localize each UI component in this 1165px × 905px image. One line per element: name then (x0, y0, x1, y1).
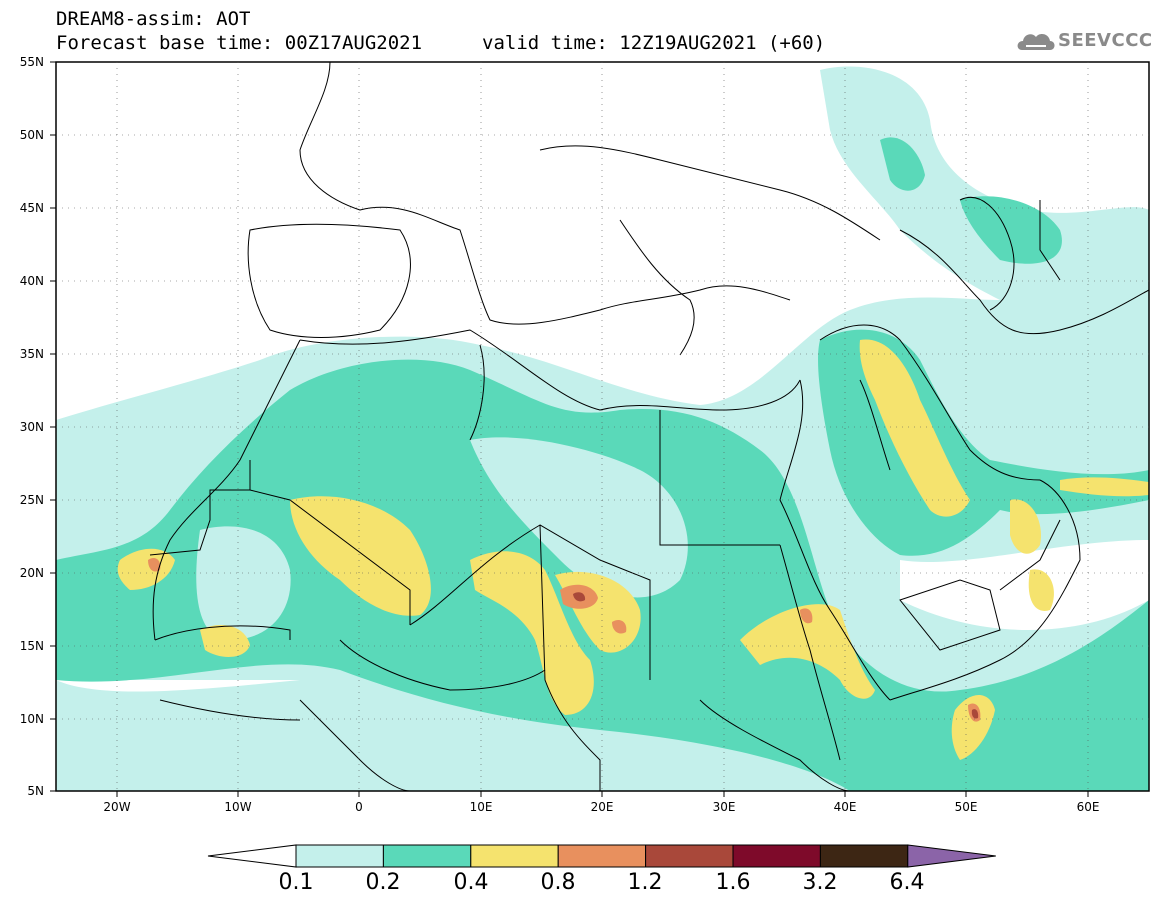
lat-label-5n: 5N (27, 784, 44, 798)
aot-contours (56, 66, 1149, 791)
seevccc-logo: SEEVCCC (1058, 30, 1153, 51)
colorbar-label: 0.2 (365, 870, 401, 895)
coastlines (149, 62, 1149, 791)
lat-label-20n: 20N (19, 566, 44, 580)
lon-label-10e: 10E (469, 800, 493, 814)
colorbar-segment (470, 844, 559, 868)
colorbar-segment (295, 844, 384, 868)
lat-label-15n: 15N (19, 639, 44, 653)
lat-label-30n: 30N (19, 420, 44, 434)
lat-label-35n: 35N (19, 347, 44, 361)
colorbar-label: 0.1 (278, 870, 314, 895)
forecast-base-time: Forecast base time: 00Z17AUG2021 (56, 32, 423, 54)
lat-label-25n: 25N (19, 493, 44, 507)
lon-label-20e: 20E (590, 800, 614, 814)
colorbar-label: 6.4 (889, 870, 925, 895)
lon-label-40e: 40E (833, 800, 857, 814)
lat-label-55n: 55N (19, 55, 44, 69)
lat-label-10n: 10N (19, 712, 44, 726)
lon-label-0: 0 (355, 800, 363, 814)
colorbar-segment (732, 844, 821, 868)
lon-label-20w: 20W (103, 800, 131, 814)
lat-label-45n: 45N (19, 201, 44, 215)
lon-label-30e: 30E (712, 800, 736, 814)
colorbar-extend-high (907, 844, 996, 868)
colorbar-label: 3.2 (802, 870, 838, 895)
lon-label-50e: 50E (954, 800, 978, 814)
colorbar-extend-low (207, 844, 297, 868)
lat-label-50n: 50N (19, 128, 44, 142)
cloud-icon (1017, 33, 1055, 50)
colorbar-segment (645, 844, 734, 868)
graticule (56, 62, 1149, 791)
lat-label-40n: 40N (19, 274, 44, 288)
colorbar-segment (557, 844, 647, 868)
colorbar (207, 844, 996, 868)
colorbar-segment (819, 844, 909, 868)
colorbar-label: 0.4 (453, 870, 489, 895)
colorbar-label: 1.6 (715, 870, 751, 895)
axis-ticks (50, 61, 1089, 797)
map-title: DREAM8-assim: AOT (56, 8, 251, 30)
colorbar-segment (382, 844, 472, 868)
lon-label-10w: 10W (224, 800, 252, 814)
valid-time: valid time: 12Z19AUG2021 (+60) (482, 32, 826, 54)
colorbar-label: 1.2 (627, 870, 663, 895)
colorbar-label: 0.8 (540, 870, 576, 895)
lon-label-60e: 60E (1076, 800, 1100, 814)
